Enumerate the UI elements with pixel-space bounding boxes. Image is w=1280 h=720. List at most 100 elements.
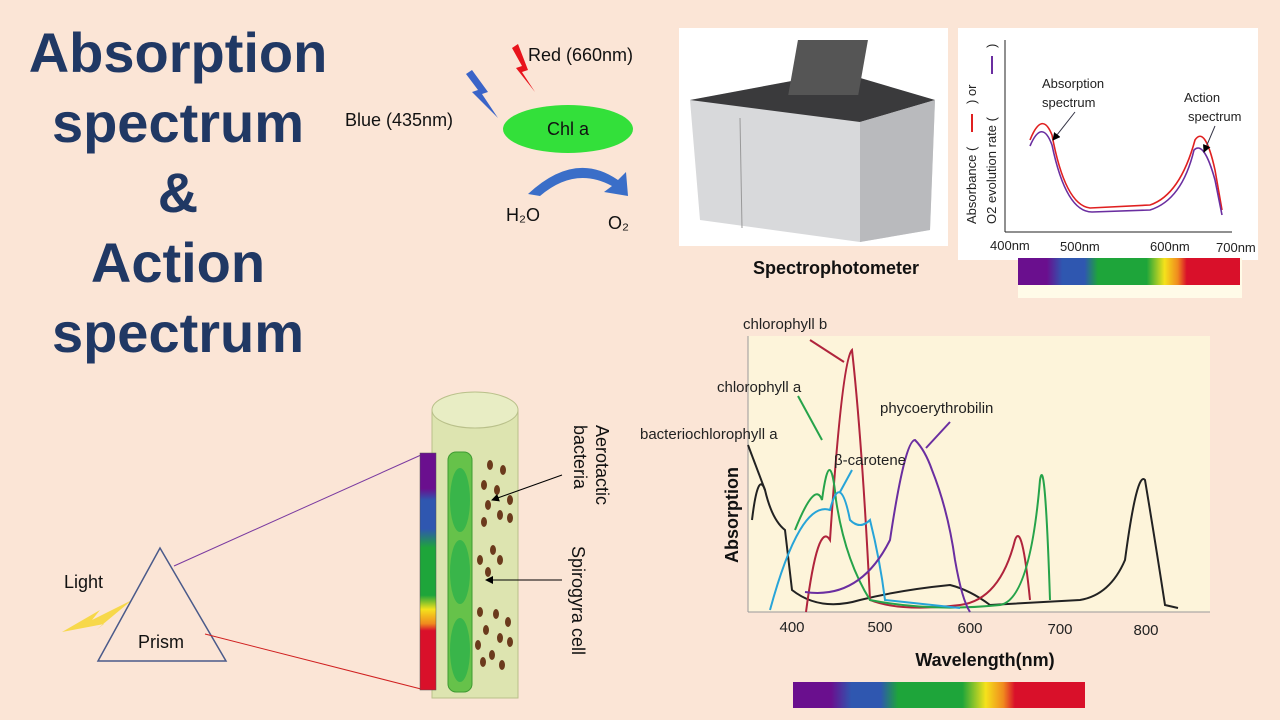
shape [505,617,511,627]
annotation: Action [1184,90,1220,105]
y-label: O2 evolution rate ( [984,116,999,224]
pigment-arrow [747,444,766,491]
shape [499,660,505,670]
shape [494,485,500,495]
pigment-label: bacteriochlorophyll a [640,426,778,443]
title: Absorption spectrum & Action spectrum [29,21,328,364]
bacteria-arrow [491,474,563,502]
graph-bg [958,28,1258,260]
shape [483,625,489,635]
y-axis-title: Absorption [722,467,742,563]
shape [485,567,491,577]
shape: Spirogyra cell [568,546,588,655]
shape [507,513,513,523]
product-label: O₂ [608,213,629,233]
pigment-arrow [797,395,823,441]
red-label: Red (660nm) [528,45,633,65]
shape [485,500,491,510]
shape [507,495,513,505]
y-label: ) [984,44,999,48]
title-line: Absorption [29,21,328,84]
spectrum-bar-vertical [419,452,437,691]
annotation: spectrum [1042,95,1095,110]
x-label: 700nm [1216,240,1256,255]
reaction-arrow [528,167,628,196]
device-seam [739,117,743,229]
shape: Aerotactic bacteria [570,425,612,505]
device-top [690,72,935,122]
blue-label: Blue (435nm) [345,110,453,130]
light-bolt [62,600,132,632]
pigment-label: β-carotene [834,452,906,469]
pigment-label: chlorophyll b [743,316,827,333]
chloroplast [450,468,470,532]
prism [96,546,228,662]
shape [481,480,487,490]
x-axis-title: Wavelength(nm) [915,650,1054,670]
bacteria-label: Aerotactic [592,425,612,505]
absorption-chart: 400 500 600 700 800 Wavelength(nm) Absor… [640,316,1210,708]
x-label: 700 [1047,621,1072,638]
x-label: 500 [867,619,892,636]
shape [500,465,506,475]
device-side [860,100,935,242]
shape [490,545,496,555]
annotation-arrow [1052,111,1076,141]
shape [497,555,503,565]
shape [481,517,487,527]
pigment-arrow [839,469,853,493]
small-graph: Absorbance ( ) or O2 evolution rate ( ) … [958,28,1258,298]
spectrum-bar [793,682,1085,708]
absorption-curve [1029,122,1223,211]
red-ray [204,633,422,690]
shape [477,555,483,565]
annotation: Absorption [1042,76,1104,91]
x-label: 400nm [990,238,1030,253]
pigment-label: phycoerythrobilin [880,400,993,417]
bacteriochlorophyll-curve [751,478,1179,609]
action-curve [1029,130,1223,216]
shape [507,637,513,647]
chlorophyll-a-curve [794,469,1051,609]
plot-bg [748,336,1210,612]
title-line: spectrum [52,91,304,154]
blue-bolt [466,70,498,118]
red-bolt [512,44,535,92]
chloroplast [450,618,470,682]
title-line: & [158,161,198,224]
shape [493,609,499,619]
y-label: Absorbance ( [964,146,979,224]
shape [489,650,495,660]
experiment: Light Prism Aerotactic bacteria Spirogyr… [62,391,612,699]
reactant-label: H₂O [506,205,540,225]
carotene-curve [769,491,961,611]
title-line: spectrum [52,301,304,364]
instrument-caption: Spectrophotometer [753,258,919,278]
x-label: 600 [957,620,982,637]
shape [497,510,503,520]
shape [480,657,486,667]
y-label: ) or [964,84,979,104]
cylinder [431,409,519,699]
annotation-arrow [1203,125,1216,153]
title-line: Action [91,231,265,294]
shape [477,607,483,617]
shape [475,640,481,650]
spectrophotometer: Spectrophotometer [679,28,948,278]
shape [497,633,503,643]
spectrum-bar [1018,258,1240,285]
prism-label: Prism [138,632,184,652]
device-screen [788,40,868,95]
x-label: 500nm [1060,239,1100,254]
chl-ellipse [503,105,633,153]
pigment-label: chlorophyll a [717,379,802,396]
shape [487,460,493,470]
bacteria-dots [475,460,513,670]
pigment-label: Chl a [547,119,590,139]
photosynthesis: Red (660nm) Blue (435nm) Chl a H₂O O₂ [345,44,633,233]
light-label: Light [64,572,103,592]
chloroplast [450,540,470,604]
violet-ray [173,454,422,567]
cylinder-top [431,391,519,429]
annotation: spectrum [1188,109,1241,124]
